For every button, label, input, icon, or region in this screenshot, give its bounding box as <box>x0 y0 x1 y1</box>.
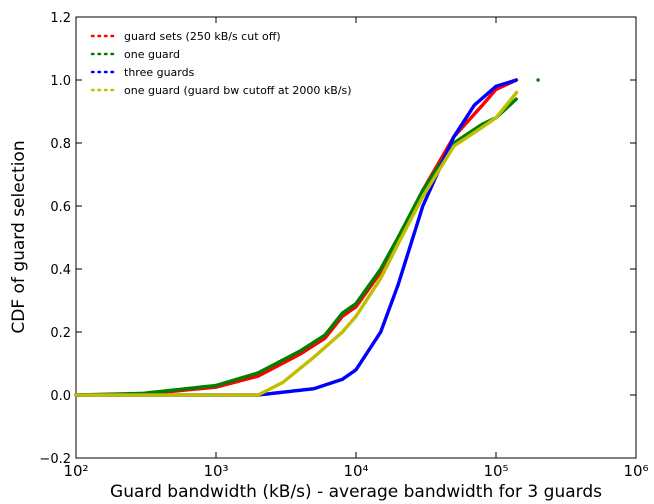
x-tick-label: 10² <box>63 462 88 480</box>
y-axis-label: CDF of guard selection <box>9 140 29 333</box>
y-tick-label: 0.4 <box>50 263 71 278</box>
legend-label: guard sets (250 kB/s cut off) <box>124 30 281 43</box>
legend-label: three guards <box>124 66 195 79</box>
x-axis-label: Guard bandwidth (kB/s) - average bandwid… <box>110 482 602 502</box>
x-tick-label: 10⁴ <box>343 462 368 480</box>
y-tick-label: 0.0 <box>50 389 71 404</box>
series-line <box>74 78 519 397</box>
y-tick-label: −0.2 <box>39 452 71 467</box>
y-tick-label: 0.8 <box>50 137 71 152</box>
y-tick-label: 0.6 <box>50 200 71 215</box>
series-line <box>74 90 519 397</box>
series-line <box>74 78 519 397</box>
y-tick-label: 1.0 <box>50 74 71 89</box>
y-tick-label: 0.2 <box>50 326 71 341</box>
y-tick-label: 1.2 <box>50 11 71 26</box>
series-line <box>74 78 540 397</box>
legend-label: one guard <box>124 48 180 61</box>
legend-label: one guard (guard bw cutoff at 2000 kB/s) <box>124 84 352 97</box>
x-tick-label: 10³ <box>203 462 228 480</box>
x-tick-label: 10⁶ <box>623 462 648 480</box>
x-tick-label: 10⁵ <box>483 462 508 480</box>
